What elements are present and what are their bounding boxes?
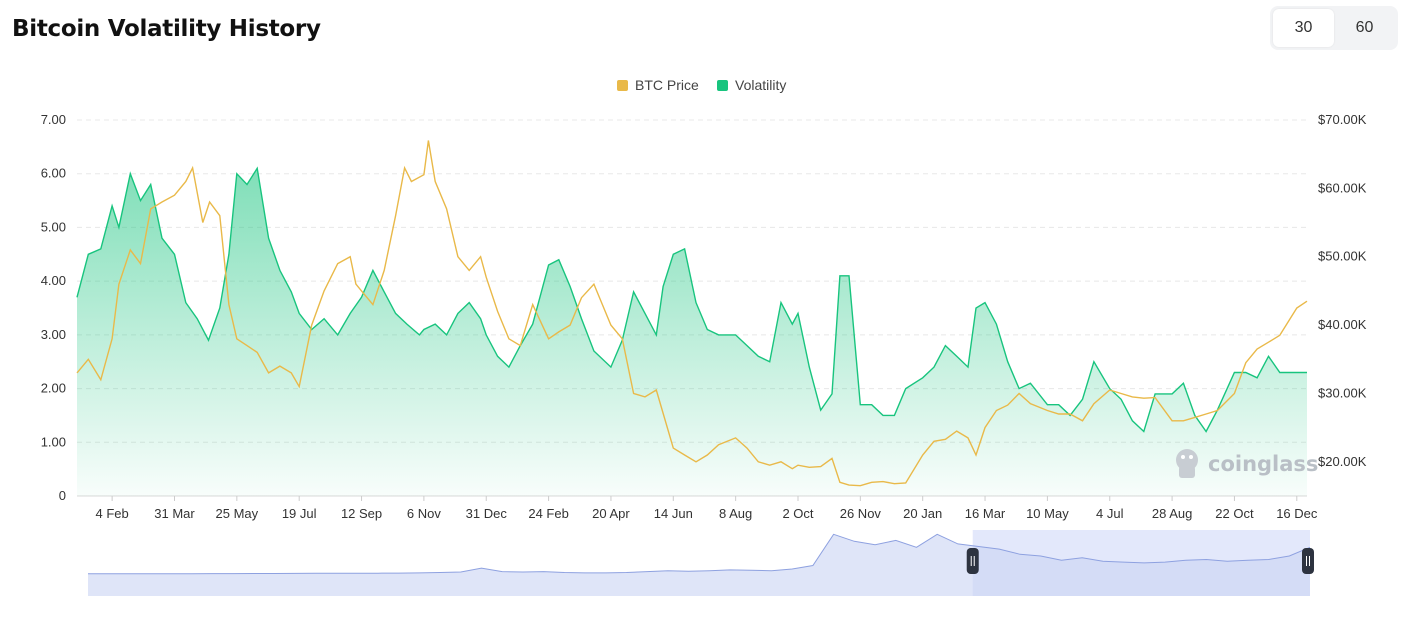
x-tick-label: 14 Jun — [654, 506, 693, 521]
legend-label-volatility[interactable]: Volatility — [735, 77, 786, 93]
left-tick-label: 3.00 — [41, 327, 66, 342]
legend-label-price[interactable]: BTC Price — [635, 77, 699, 93]
watermark: coinglass — [1208, 452, 1318, 476]
x-tick-label: 4 Jul — [1096, 506, 1124, 521]
navigator-left-handle[interactable] — [966, 548, 979, 574]
left-tick-label: 7.00 — [41, 112, 66, 127]
x-tick-label: 6 Nov — [407, 506, 441, 521]
left-tick-label: 5.00 — [41, 219, 66, 234]
x-axis: 4 Feb 31 Mar 25 May 19 Jul 12 Sep 6 Nov 31 Dec… — [96, 496, 1318, 521]
x-tick-label: 19 Jul — [282, 506, 317, 521]
x-tick-label: 31 Dec — [466, 506, 508, 521]
x-tick-label: 28 Aug — [1152, 506, 1193, 521]
x-tick-label: 16 Dec — [1276, 506, 1318, 521]
period-30-button[interactable]: 30 — [1273, 9, 1334, 47]
legend-swatch-volatility[interactable] — [717, 80, 728, 91]
page-title: Bitcoin Volatility History — [12, 16, 321, 42]
coinglass-logo-icon — [1176, 449, 1198, 478]
x-tick-label: 10 May — [1026, 506, 1069, 521]
x-tick-label: 16 Mar — [965, 506, 1006, 521]
right-tick-label: $60.00K — [1318, 180, 1367, 195]
right-tick-label: $40.00K — [1318, 317, 1367, 332]
left-tick-label: 4.00 — [41, 273, 66, 288]
btc-price-line[interactable] — [76, 140, 1308, 487]
left-tick-label: 0 — [59, 488, 66, 503]
period-toggle: 30 60 — [1270, 6, 1398, 50]
volatility-area — [77, 168, 1307, 497]
right-tick-label: $50.00K — [1318, 249, 1367, 264]
x-tick-label: 26 Nov — [840, 506, 882, 521]
x-tick-label: 31 Mar — [154, 506, 195, 521]
x-tick-label: 25 May — [216, 506, 259, 521]
right-tick-label: $20.00K — [1318, 454, 1367, 469]
navigator-right-handle[interactable] — [1302, 548, 1314, 574]
legend-swatch-price[interactable] — [617, 80, 628, 91]
x-tick-label: 8 Aug — [719, 506, 752, 521]
volatility-line[interactable] — [76, 166, 1307, 433]
right-axis: $20.00K $30.00K $40.00K $50.00K $60.00K $70.0… — [1318, 112, 1367, 469]
right-tick-label: $30.00K — [1318, 385, 1367, 400]
x-tick-label: 20 Apr — [592, 506, 630, 521]
period-60-button[interactable]: 60 — [1355, 19, 1374, 36]
left-tick-label: 6.00 — [41, 166, 66, 181]
navigator-line — [88, 533, 1311, 575]
left-tick-label: 1.00 — [41, 434, 66, 449]
x-tick-label: 4 Feb — [96, 506, 129, 521]
navigator-area — [88, 534, 1310, 596]
x-tick-label: 22 Oct — [1215, 506, 1254, 521]
x-tick-label: 12 Sep — [341, 506, 382, 521]
right-tick-label: $70.00K — [1318, 112, 1367, 127]
range-navigator[interactable] — [88, 530, 1314, 596]
x-tick-label: 20 Jan — [903, 506, 942, 521]
x-tick-label: 2 Oct — [782, 506, 813, 521]
left-axis: 0 1.00 2.00 3.00 4.00 5.00 6.00 7.00 — [41, 112, 66, 503]
x-tick-label: 24 Feb — [528, 506, 568, 521]
left-tick-label: 2.00 — [41, 381, 66, 396]
